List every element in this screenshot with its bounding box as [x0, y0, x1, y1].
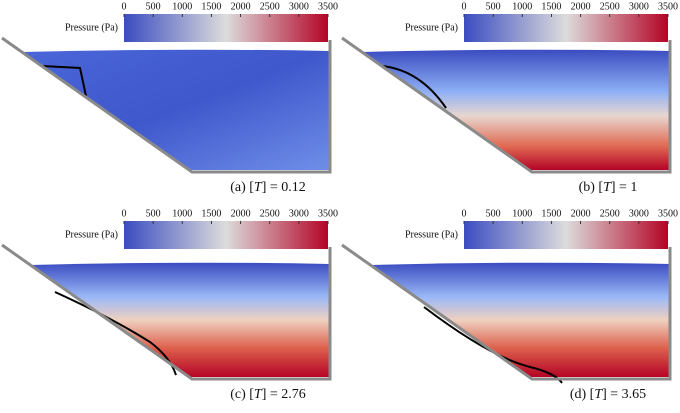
panel: Pressure (Pa) 0 500 1000 1500 2000 2500 3000 350… — [341, 1, 678, 195]
colorbar-tick-label: 3000 — [629, 1, 649, 12]
colorbar-tick-label: 1500 — [541, 1, 561, 12]
caption-part: ] = 0.12 — [262, 180, 306, 195]
colorbar-label: Pressure (Pa) — [65, 22, 118, 33]
colorbar-tick-label: 1000 — [512, 1, 532, 12]
colorbar — [124, 14, 328, 42]
caption-part: ] = 3.65 — [602, 387, 646, 402]
panel: Pressure (Pa) 0 500 1000 1500 2000 2500 3000 350… — [1, 208, 338, 402]
caption-part: (a) [ — [230, 180, 254, 195]
colorbar-tick-label: 3000 — [629, 208, 649, 219]
colorbar-tick-label: 2500 — [260, 208, 280, 219]
colorbar-tick-label: 1500 — [201, 1, 221, 12]
colorbar-tick-label: 3500 — [658, 208, 678, 219]
colorbar-tick-label: 500 — [146, 1, 161, 12]
colorbar-tick-label: 2500 — [260, 1, 280, 12]
colorbar-label: Pressure (Pa) — [405, 229, 458, 240]
caption-part: T — [254, 180, 263, 195]
colorbar — [124, 221, 328, 249]
tank-wall — [1, 36, 332, 174]
colorbar-tick-label: 0 — [122, 1, 127, 12]
tank-wall — [341, 36, 672, 174]
colorbar — [464, 14, 668, 42]
caption-part: T — [594, 387, 603, 402]
colorbar-tick-label: 3500 — [318, 208, 338, 219]
crack-front — [423, 306, 563, 384]
fluid — [30, 262, 330, 377]
fluid — [21, 49, 331, 170]
colorbar-label: Pressure (Pa) — [405, 22, 458, 33]
colorbar-tick-label: 500 — [486, 208, 501, 219]
colorbar-tick-label: 1500 — [201, 208, 221, 219]
panel: Pressure (Pa) 0 500 1000 1500 2000 2500 3000 350… — [341, 208, 678, 402]
crack-front — [41, 65, 87, 97]
fluid — [361, 49, 670, 170]
colorbar-tick-label: 500 — [146, 208, 161, 219]
colorbar-tick-label: 3500 — [658, 1, 678, 12]
colorbar-tick-label: 1500 — [541, 208, 561, 219]
colorbar-label: Pressure (Pa) — [65, 229, 118, 240]
colorbar-tick-label: 2000 — [571, 208, 591, 219]
colorbar-tick-label: 3500 — [318, 1, 338, 12]
panel: Pressure (Pa) 0 500 1000 1500 2000 2500 3000 350… — [1, 1, 338, 195]
colorbar-tick-label: 3000 — [289, 1, 309, 12]
caption: (c) [T] = 2.76 — [230, 387, 306, 402]
caption-part: (c) [ — [230, 387, 254, 402]
tank-wall — [1, 243, 332, 381]
crack-front — [381, 65, 447, 109]
caption: (d) [T] = 3.65 — [570, 387, 646, 402]
caption: (a) [T] = 0.12 — [230, 180, 306, 195]
colorbar-tick-label: 500 — [486, 1, 501, 12]
colorbar-tick-label: 1000 — [172, 208, 192, 219]
caption-part: (b) [ — [579, 180, 604, 195]
colorbar-tick-label: 2000 — [231, 1, 251, 12]
caption-part: T — [603, 180, 612, 195]
colorbar-tick-label: 3000 — [289, 208, 309, 219]
colorbar-tick-label: 2000 — [231, 208, 251, 219]
colorbar-tick-label: 0 — [462, 1, 467, 12]
colorbar-tick-label: 2500 — [600, 208, 620, 219]
caption-part: ] = 1 — [611, 180, 638, 195]
caption-part: ] = 2.76 — [262, 387, 306, 402]
colorbar-tick-label: 2000 — [571, 1, 591, 12]
colorbar — [464, 221, 668, 249]
colorbar-tick-label: 0 — [462, 208, 467, 219]
caption-part: (d) [ — [570, 387, 595, 402]
caption: (b) [T] = 1 — [579, 180, 638, 195]
colorbar-tick-label: 1000 — [172, 1, 192, 12]
fluid — [370, 262, 670, 377]
tank-wall — [341, 243, 672, 381]
colorbar-tick-label: 2500 — [600, 1, 620, 12]
colorbar-tick-label: 1000 — [512, 208, 532, 219]
caption-part: T — [254, 387, 263, 402]
colorbar-tick-label: 0 — [122, 208, 127, 219]
